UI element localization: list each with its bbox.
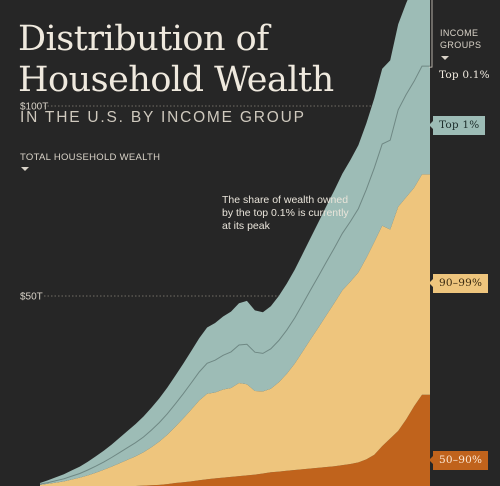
legend-tag-top-1: Top 1% <box>428 116 486 135</box>
page-title-line-2: Household Wealth <box>18 60 334 100</box>
y-tick-100T: $100T <box>20 102 48 113</box>
subtitle: IN THE U.S. BY INCOME GROUP <box>20 109 306 126</box>
legend-title-line-1: INCOME <box>440 28 479 38</box>
divider-lines <box>39 65 430 485</box>
annotation-top-0-1: The share of wealth owned by the top 0.1… <box>222 194 349 232</box>
y-axis-caret-icon <box>21 167 29 171</box>
page-title-line-1: Distribution of <box>18 19 269 59</box>
legend-tag-90-99: 90–99% <box>428 274 489 293</box>
legend-caret-icon <box>441 56 449 60</box>
legend-tag-top-0-1: Top 0.1% <box>439 69 490 81</box>
area-90-99 <box>40 174 430 486</box>
legend-title-line-2: GROUPS <box>440 40 482 50</box>
area-50-90 <box>40 394 430 486</box>
legend-title: INCOME GROUPS <box>440 27 481 51</box>
area-top-1 <box>40 66 430 485</box>
divider-top-1-top-0-1 <box>39 65 430 485</box>
y-ticks: $50T $100T <box>20 102 48 303</box>
area-layer <box>40 0 430 486</box>
y-axis-label: TOTAL HOUSEHOLD WEALTH <box>20 152 161 163</box>
legend-tag-50-90: 50–90% <box>428 451 489 470</box>
legend-bracket <box>429 0 433 68</box>
y-tick-50T: $50T <box>20 292 43 303</box>
legend-bracket-top-0-1 <box>429 0 433 68</box>
